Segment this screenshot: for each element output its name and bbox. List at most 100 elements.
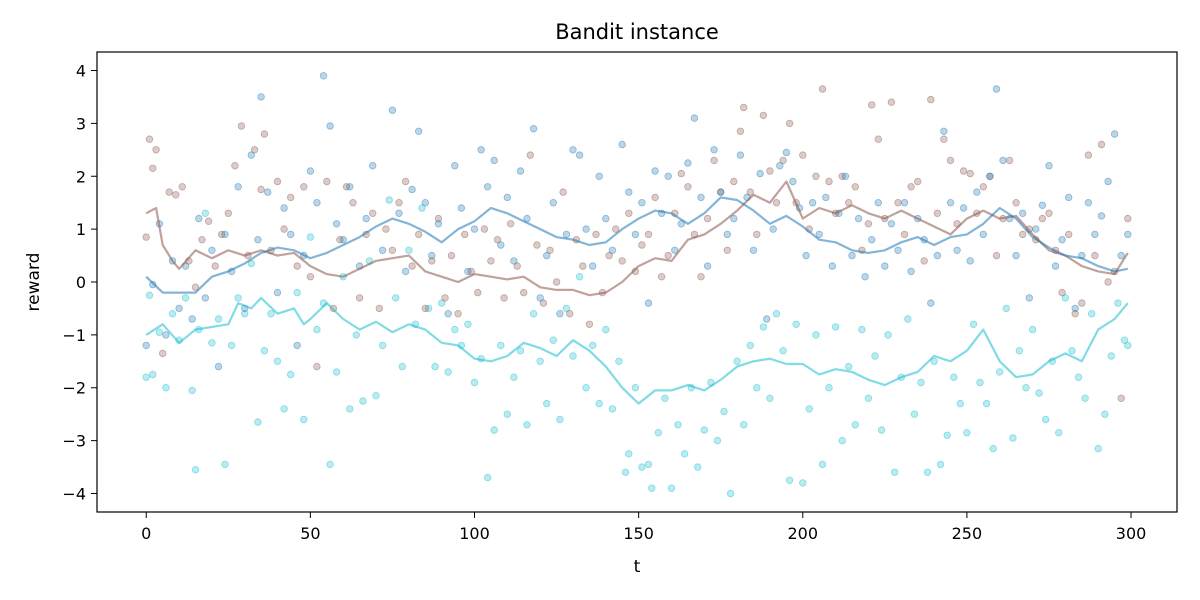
series-0-point bbox=[257, 93, 265, 101]
series-2-point bbox=[1074, 373, 1083, 381]
series-1-point bbox=[461, 230, 469, 239]
series-2-point bbox=[267, 310, 275, 318]
series-1-point bbox=[914, 177, 922, 186]
series-1-point bbox=[677, 169, 685, 178]
series-0-point bbox=[953, 246, 961, 254]
series-2-point bbox=[608, 405, 617, 413]
series-1-point bbox=[355, 294, 364, 302]
series-1-point bbox=[198, 235, 206, 244]
series-2-point bbox=[208, 339, 216, 347]
series-1-point bbox=[434, 214, 443, 223]
series-2-point bbox=[753, 384, 761, 392]
series-2-point bbox=[772, 310, 781, 318]
series-0-point bbox=[421, 198, 429, 207]
series-0-point bbox=[464, 267, 472, 276]
series-2-point bbox=[398, 362, 406, 371]
series-1-point bbox=[204, 217, 213, 225]
series-0-point bbox=[175, 304, 183, 313]
series-0-point bbox=[326, 122, 334, 130]
series-2-point bbox=[976, 378, 984, 387]
series-0-point bbox=[697, 193, 705, 202]
series-0-point bbox=[769, 225, 777, 233]
series-0-point bbox=[562, 230, 571, 239]
series-0-point bbox=[287, 230, 295, 239]
series-1-point bbox=[979, 183, 987, 191]
series-1-point bbox=[779, 156, 787, 165]
series-1-point bbox=[736, 127, 745, 135]
series-1-point bbox=[546, 246, 554, 254]
series-0-point bbox=[582, 225, 590, 233]
series-1-point bbox=[1045, 209, 1053, 217]
series-0-point bbox=[756, 169, 764, 178]
series-0-point bbox=[710, 146, 718, 154]
series-0-point bbox=[992, 85, 1001, 93]
series-1-point bbox=[1124, 214, 1132, 223]
series-1-point bbox=[946, 156, 955, 165]
series-2-point bbox=[982, 399, 991, 408]
series-0-point bbox=[1019, 209, 1027, 217]
x-tick-label: 50 bbox=[300, 524, 320, 543]
series-1-point bbox=[231, 161, 239, 170]
series-0-point bbox=[415, 127, 423, 135]
series-2-point bbox=[950, 373, 958, 381]
series-2-point bbox=[438, 299, 446, 307]
series-2-point bbox=[287, 370, 295, 379]
x-tick-label: 200 bbox=[788, 524, 819, 543]
series-2-point bbox=[549, 336, 557, 344]
series-2-point bbox=[149, 370, 157, 379]
series-0-point bbox=[1071, 304, 1079, 313]
series-1-point bbox=[730, 177, 738, 186]
series-1-point bbox=[388, 246, 397, 254]
series-1-point bbox=[211, 262, 219, 270]
series-2-point bbox=[812, 331, 820, 339]
series-2-point bbox=[1022, 384, 1030, 392]
series-1-point bbox=[506, 220, 515, 228]
series-1-point bbox=[250, 146, 259, 154]
series-1-point bbox=[1064, 230, 1073, 239]
series-2-point bbox=[221, 460, 229, 469]
series-2-point bbox=[864, 394, 873, 402]
series-2-point bbox=[214, 315, 223, 323]
series-0-point bbox=[763, 315, 771, 323]
series-0-point bbox=[595, 172, 603, 180]
series-0-point bbox=[933, 251, 942, 260]
series-0-point bbox=[717, 188, 725, 196]
series-1-point bbox=[772, 198, 781, 207]
series-0-point bbox=[388, 106, 397, 114]
series-0-point bbox=[369, 161, 377, 170]
series-2-point bbox=[145, 291, 154, 299]
series-2-point bbox=[1094, 444, 1102, 453]
series-2-point bbox=[825, 384, 833, 392]
series-1-point bbox=[1084, 151, 1093, 159]
series-1-point bbox=[799, 151, 807, 159]
series-2-point bbox=[805, 405, 813, 413]
series-2-point bbox=[451, 325, 459, 334]
series-1-point bbox=[566, 310, 574, 318]
series-0-point bbox=[894, 246, 902, 254]
series-0-point bbox=[497, 241, 505, 249]
series-1-point bbox=[1071, 310, 1079, 318]
series-1-point bbox=[812, 172, 820, 180]
series-1-point bbox=[605, 251, 613, 260]
series-1-point bbox=[559, 188, 567, 196]
series-2-point bbox=[536, 357, 544, 365]
series-2-point bbox=[667, 484, 676, 492]
series-2-point bbox=[503, 410, 511, 418]
series-0-point bbox=[986, 172, 994, 180]
series-1-point bbox=[825, 177, 833, 186]
x-tick-label: 0 bbox=[141, 524, 151, 543]
series-1-point bbox=[986, 172, 994, 180]
series-2-point bbox=[1081, 394, 1089, 402]
series-0-point bbox=[428, 251, 436, 260]
series-2-point bbox=[963, 429, 971, 437]
series-2-point bbox=[543, 399, 551, 408]
series-1-point bbox=[487, 257, 495, 265]
series-0-point bbox=[1110, 130, 1119, 138]
y-tick-label: 2 bbox=[76, 167, 86, 186]
series-2-point bbox=[569, 352, 577, 360]
series-0-point bbox=[234, 183, 242, 191]
series-0-point bbox=[979, 230, 987, 239]
series-2-point bbox=[799, 479, 807, 487]
series-0-point bbox=[457, 204, 466, 212]
series-1-point bbox=[717, 188, 725, 196]
